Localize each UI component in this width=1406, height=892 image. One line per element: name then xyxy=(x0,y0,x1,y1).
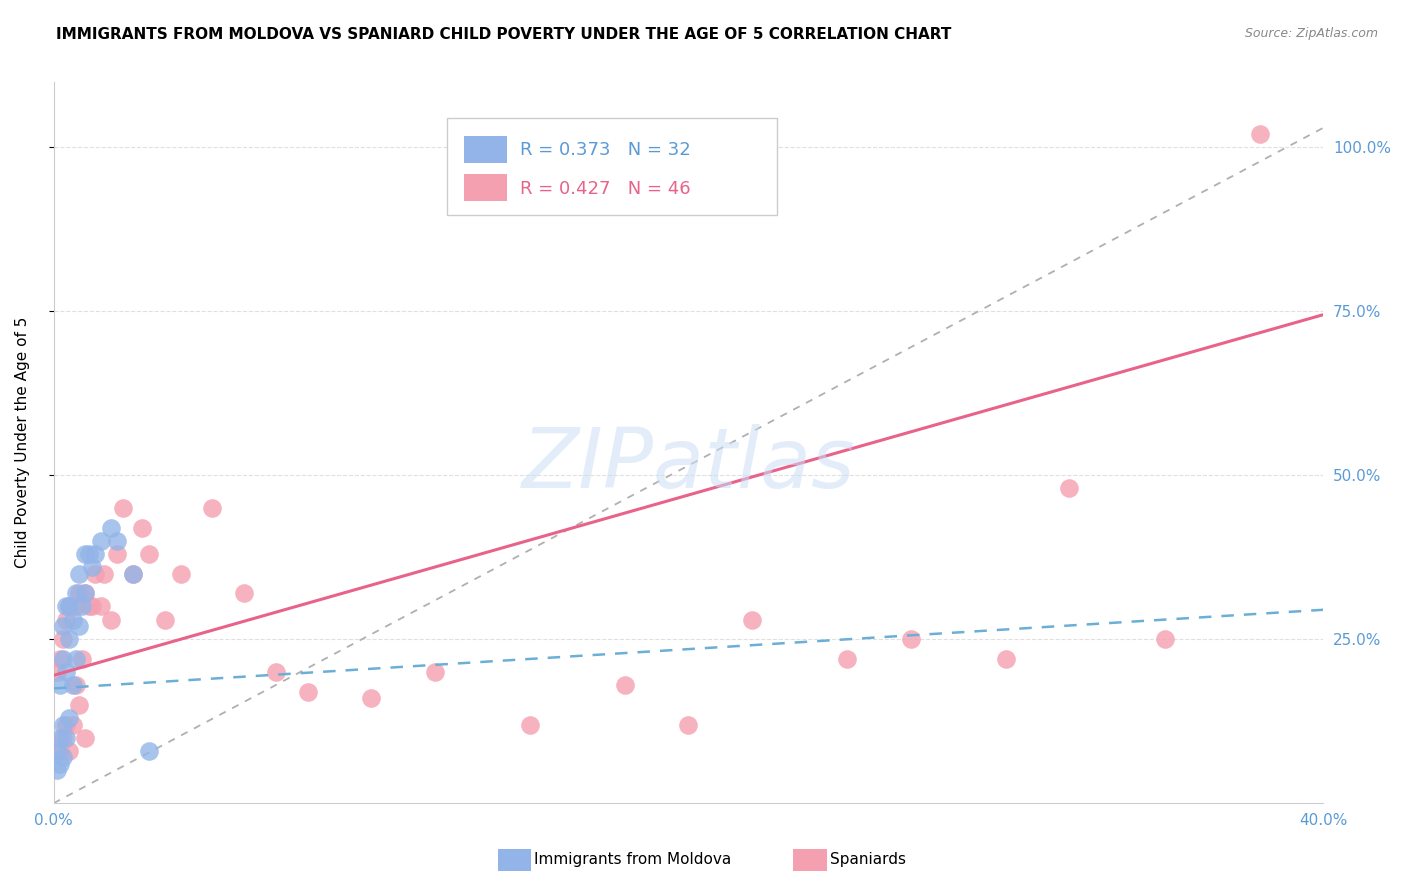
Point xyxy=(100,521,122,535)
Point xyxy=(122,566,145,581)
Y-axis label: Child Poverty Under the Age of 5: Child Poverty Under the Age of 5 xyxy=(15,317,30,568)
Point xyxy=(55,665,77,679)
Point xyxy=(65,586,87,600)
Point xyxy=(55,613,77,627)
Point xyxy=(58,744,80,758)
Point xyxy=(75,731,97,745)
Point xyxy=(100,613,122,627)
Point xyxy=(70,652,93,666)
Point xyxy=(58,711,80,725)
Text: ZIPatlas: ZIPatlas xyxy=(522,424,855,505)
FancyBboxPatch shape xyxy=(464,174,508,201)
Point xyxy=(55,717,77,731)
Point xyxy=(75,547,97,561)
Point xyxy=(67,566,90,581)
Point xyxy=(77,547,100,561)
Point xyxy=(678,717,700,731)
Point xyxy=(77,599,100,614)
Point xyxy=(169,566,191,581)
Point xyxy=(994,652,1017,666)
Point xyxy=(52,750,75,764)
Text: Immigrants from Moldova: Immigrants from Moldova xyxy=(534,853,731,867)
Point xyxy=(1059,482,1081,496)
Point xyxy=(49,652,72,666)
Text: R = 0.373   N = 32: R = 0.373 N = 32 xyxy=(520,142,690,160)
Text: Source: ZipAtlas.com: Source: ZipAtlas.com xyxy=(1244,27,1378,40)
Point xyxy=(62,717,84,731)
Point xyxy=(90,533,112,548)
Point xyxy=(52,717,75,731)
Point xyxy=(138,547,160,561)
Point xyxy=(75,586,97,600)
Point xyxy=(55,599,77,614)
Text: IMMIGRANTS FROM MOLDOVA VS SPANIARD CHILD POVERTY UNDER THE AGE OF 5 CORRELATION: IMMIGRANTS FROM MOLDOVA VS SPANIARD CHIL… xyxy=(56,27,952,42)
Point xyxy=(900,632,922,647)
Point xyxy=(45,764,67,778)
Point xyxy=(264,665,287,679)
FancyBboxPatch shape xyxy=(447,118,778,215)
Point xyxy=(65,678,87,692)
Point xyxy=(297,684,319,698)
Point xyxy=(741,613,763,627)
Point xyxy=(49,731,72,745)
Point xyxy=(80,599,103,614)
Point xyxy=(62,678,84,692)
Point xyxy=(45,665,67,679)
Point xyxy=(360,691,382,706)
Point xyxy=(52,632,75,647)
Point xyxy=(1249,128,1271,142)
Point xyxy=(112,501,135,516)
Point xyxy=(122,566,145,581)
Point xyxy=(67,586,90,600)
Point xyxy=(1153,632,1175,647)
Point xyxy=(49,744,72,758)
Point xyxy=(75,586,97,600)
Point xyxy=(65,599,87,614)
Point xyxy=(49,678,72,692)
Point xyxy=(83,566,105,581)
Point xyxy=(55,731,77,745)
Point xyxy=(105,533,128,548)
Point xyxy=(153,613,176,627)
FancyBboxPatch shape xyxy=(464,136,508,162)
Text: Spaniards: Spaniards xyxy=(830,853,905,867)
Point xyxy=(80,560,103,574)
Point xyxy=(58,599,80,614)
Point xyxy=(52,619,75,633)
Point xyxy=(65,652,87,666)
Point xyxy=(613,678,636,692)
Point xyxy=(70,599,93,614)
Point xyxy=(201,501,224,516)
Point xyxy=(837,652,859,666)
Point xyxy=(58,599,80,614)
Point xyxy=(93,566,115,581)
Point xyxy=(45,744,67,758)
Point xyxy=(52,731,75,745)
Text: R = 0.427   N = 46: R = 0.427 N = 46 xyxy=(520,179,690,198)
Point xyxy=(62,613,84,627)
Point xyxy=(67,619,90,633)
Point xyxy=(233,586,256,600)
Point xyxy=(519,717,541,731)
Point xyxy=(105,547,128,561)
Point xyxy=(83,547,105,561)
Point xyxy=(67,698,90,712)
Point xyxy=(58,632,80,647)
Point xyxy=(49,756,72,771)
Point xyxy=(423,665,446,679)
Point xyxy=(138,744,160,758)
Point xyxy=(90,599,112,614)
Point xyxy=(131,521,153,535)
Point xyxy=(52,652,75,666)
